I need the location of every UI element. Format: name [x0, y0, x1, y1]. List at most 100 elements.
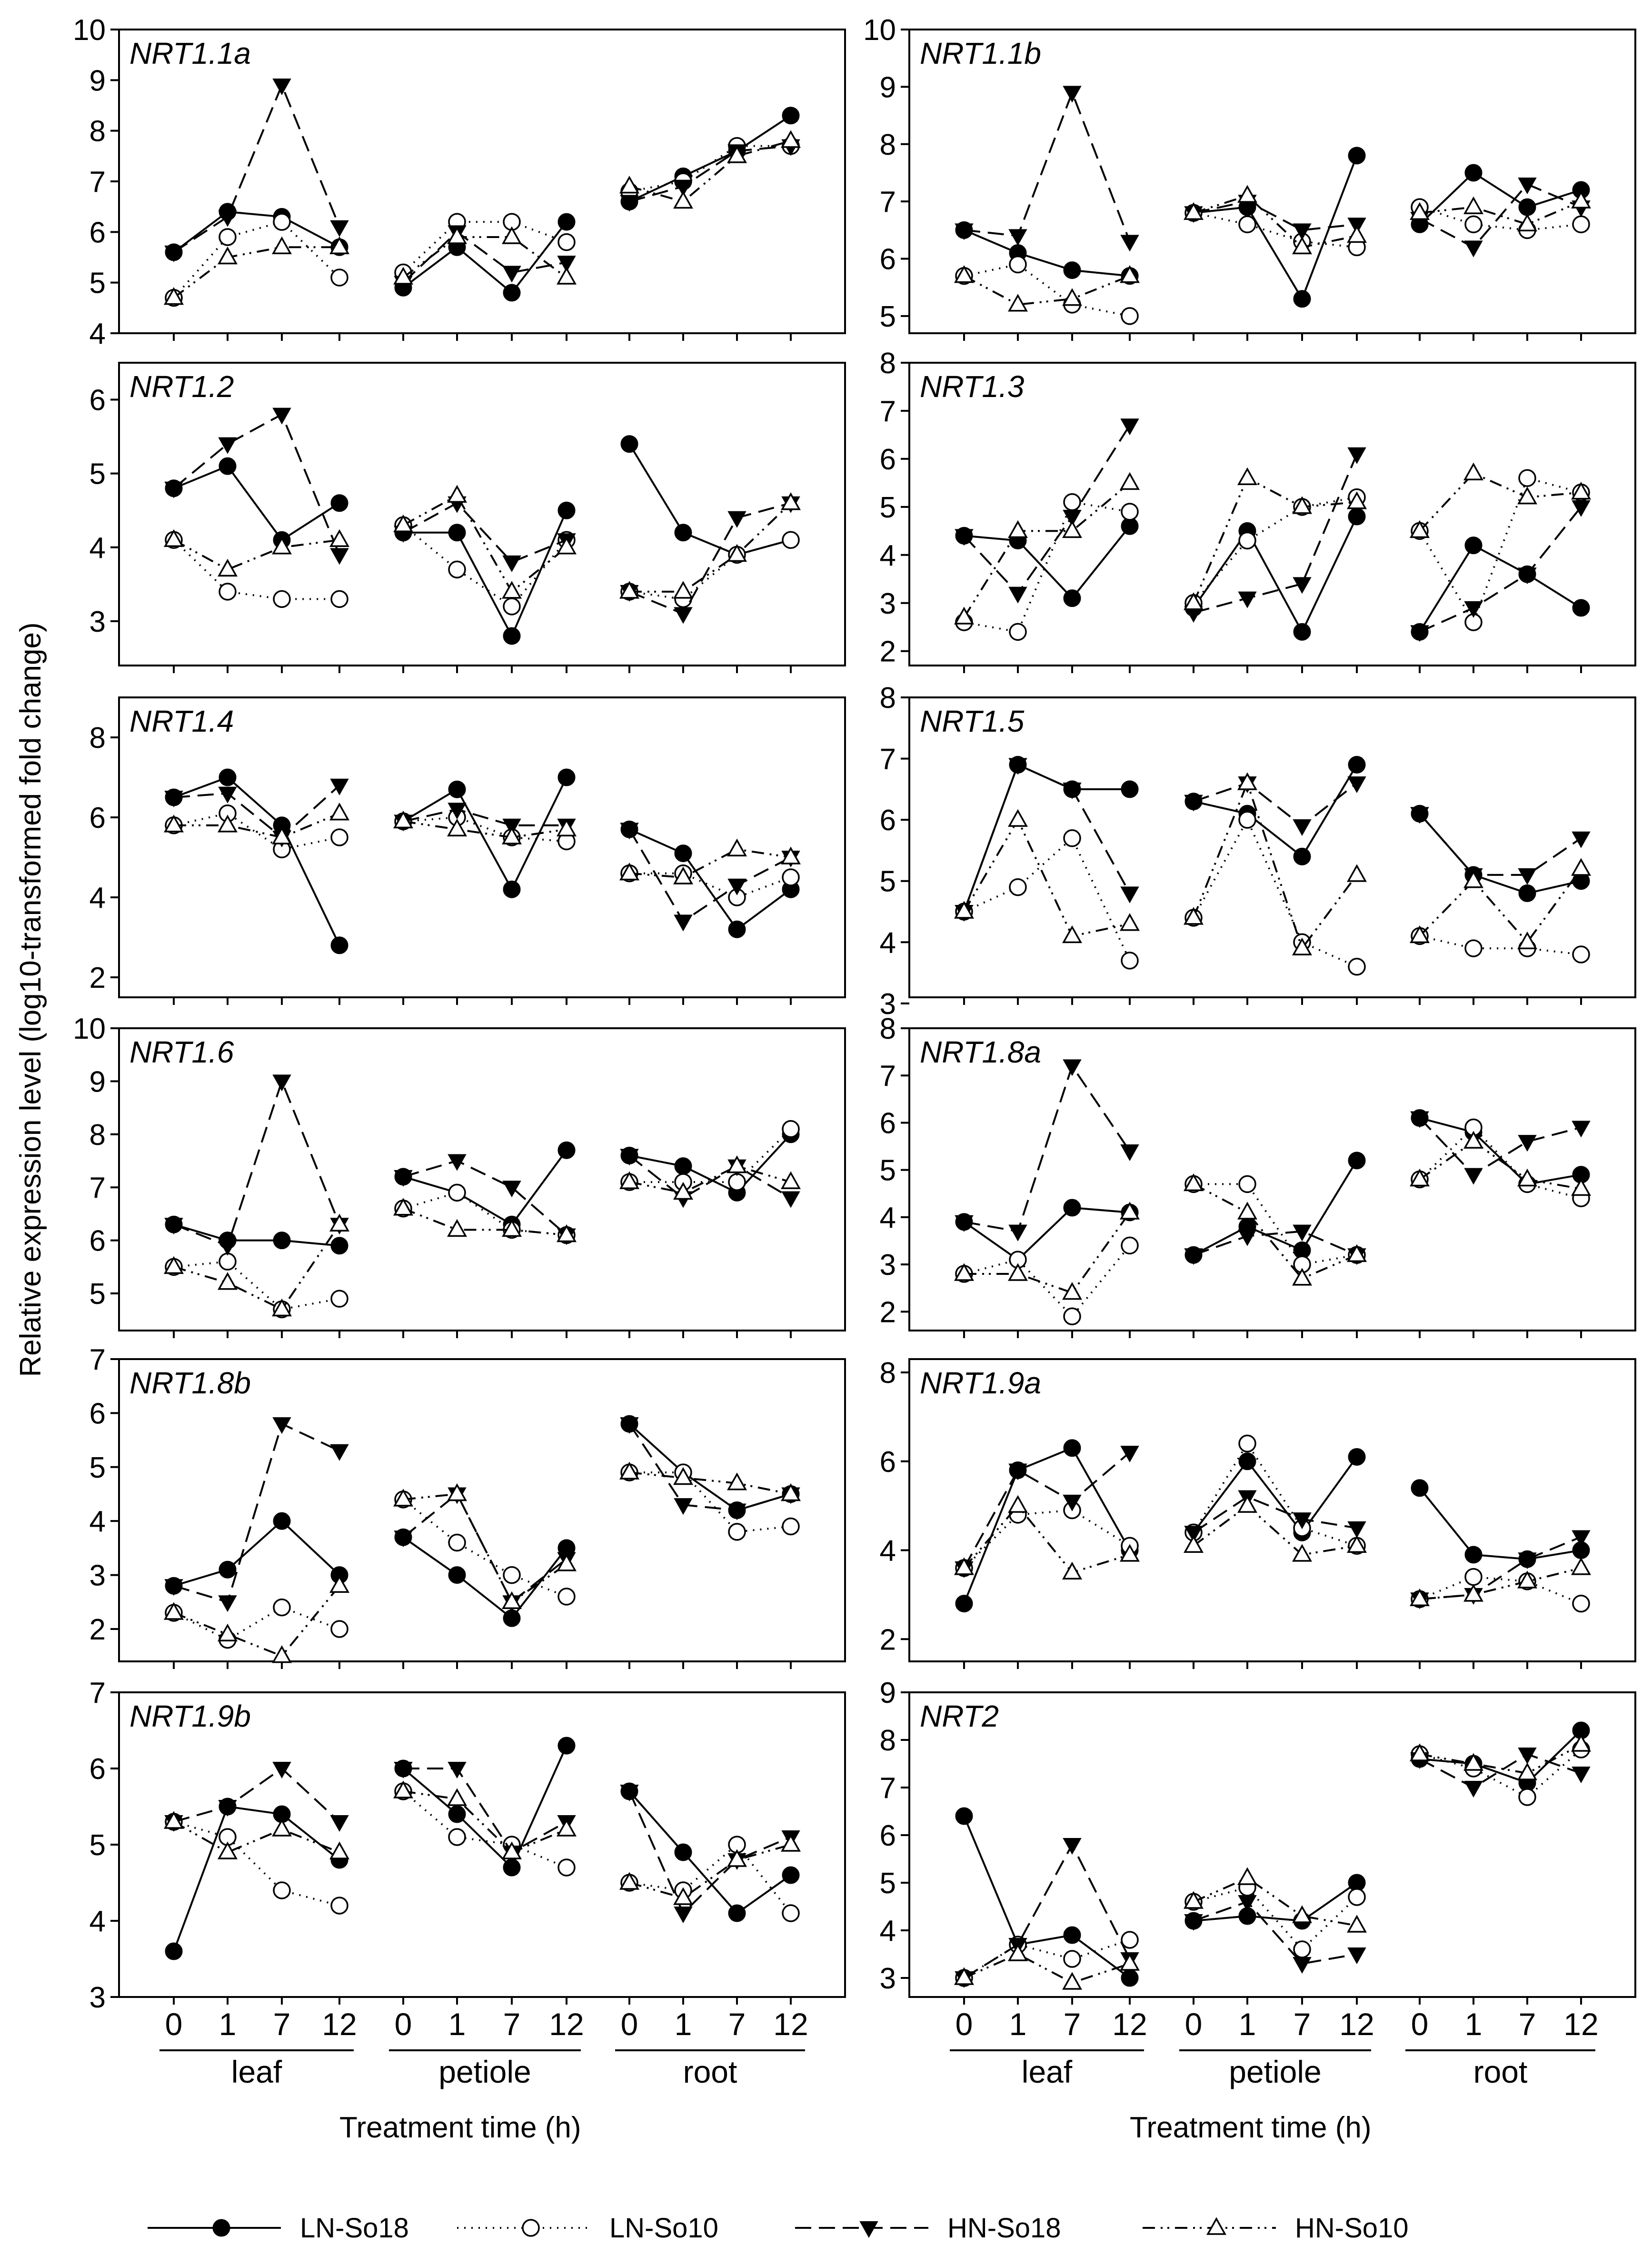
- data-point: [1063, 493, 1081, 511]
- series-line: [1193, 1160, 1358, 1256]
- y-tick-label: 5: [90, 1451, 106, 1484]
- series-line: [173, 413, 340, 556]
- panel-grid: 4 5 6 7 8 9 10 NRT1.1a 5 6 7 8 9 10 NRT1.1b 3 4 5 6 NRT1.2 2…: [73, 14, 1636, 2014]
- data-point: [330, 1815, 349, 1832]
- data-point: [557, 536, 577, 555]
- data-point: [1348, 957, 1366, 976]
- series-line: [402, 524, 567, 608]
- series-hn-so10: [164, 130, 801, 305]
- data-point: [330, 1290, 348, 1308]
- data-point: [1062, 288, 1082, 306]
- panel-nrt1-6: 5 6 7 8 9 10 NRT1.6: [73, 1013, 846, 1338]
- data-point: [1237, 772, 1257, 790]
- data-point: [394, 1530, 413, 1548]
- gene-title: NRT1.4: [129, 704, 234, 738]
- data-point: [219, 228, 237, 246]
- data-point: [330, 590, 348, 608]
- series-line: [1419, 1753, 1582, 1789]
- legend-entry-ln-so10: LN-So10: [457, 2213, 718, 2244]
- data-point: [1518, 1552, 1537, 1570]
- y-tick-label: 3: [880, 587, 896, 620]
- y-tick-label: 5: [880, 1867, 896, 1900]
- data-point: [503, 627, 521, 645]
- series-line: [173, 1821, 340, 1854]
- data-point: [1184, 202, 1204, 220]
- data-point: [619, 176, 639, 194]
- series-hn-so10: [954, 1131, 1591, 1300]
- series-hn-so10: [954, 1734, 1591, 1990]
- data-point: [502, 1181, 521, 1198]
- x-tick-label: 1: [1465, 2007, 1483, 2042]
- x-tick-label: 12: [1563, 2007, 1598, 2042]
- series-line: [173, 1223, 340, 1247]
- data-point: [1184, 1914, 1203, 1931]
- data-point: [1410, 925, 1430, 944]
- y-tick-label: 8: [880, 682, 896, 715]
- data-point: [448, 1805, 466, 1823]
- data-point: [674, 607, 693, 624]
- series-line: [1419, 200, 1582, 226]
- data-point: [1184, 1535, 1204, 1553]
- y-tick-label: 5: [880, 1154, 896, 1187]
- series-line: [403, 1768, 567, 1854]
- y-tick-label: 5: [90, 1829, 106, 1862]
- series-line: [1419, 813, 1582, 876]
- data-point: [502, 1591, 522, 1609]
- series-ln-so18: [165, 1737, 800, 1960]
- data-point: [330, 548, 349, 565]
- data-point: [1120, 418, 1139, 436]
- y-tick-label: 8: [880, 347, 896, 380]
- series-line: [628, 1791, 791, 1915]
- tissue-label-petiole: petiole: [1229, 2054, 1322, 2089]
- data-point: [781, 1171, 801, 1189]
- legend-label: HN-So10: [1295, 2213, 1409, 2244]
- y-tick-label: 8: [880, 1357, 896, 1390]
- data-point: [1572, 831, 1591, 848]
- data-point: [1572, 500, 1591, 517]
- data-point: [1184, 1891, 1204, 1909]
- y-tick-label: 3: [880, 988, 896, 1021]
- data-point: [1238, 1895, 1257, 1912]
- series-line: [1193, 1230, 1357, 1256]
- data-point: [1518, 178, 1537, 195]
- series-line: [628, 1790, 792, 1915]
- data-point: [447, 1219, 467, 1237]
- data-point: [557, 233, 576, 251]
- x-tick-label: 0: [1185, 2007, 1203, 2042]
- data-point: [1464, 164, 1483, 182]
- data-point: [1063, 589, 1081, 607]
- x-tick-label: 1: [219, 2007, 237, 2042]
- data-point: [393, 1489, 413, 1507]
- data-point: [164, 1602, 184, 1620]
- data-point: [447, 1788, 467, 1806]
- data-point: [1347, 864, 1367, 882]
- data-point: [1464, 939, 1483, 957]
- panel-nrt1-8a: 2 3 4 5 6 7 8 NRT1.8a: [880, 1013, 1636, 1338]
- data-point: [1410, 807, 1429, 824]
- series-line: [963, 425, 1131, 595]
- data-point: [219, 768, 237, 786]
- series-hn-so18: [955, 418, 1591, 642]
- data-point: [1184, 592, 1204, 610]
- data-point: [782, 868, 800, 886]
- data-point: [1184, 1526, 1203, 1543]
- y-tick-label: 8: [880, 1013, 896, 1045]
- series-line: [1419, 544, 1582, 633]
- data-point: [781, 846, 801, 864]
- data-point: [1008, 1224, 1027, 1242]
- data-point: [164, 481, 183, 498]
- data-point: [164, 1579, 183, 1596]
- data-point: [447, 1483, 467, 1501]
- panel-nrt1-1a: 4 5 6 7 8 9 10 NRT1.1a: [73, 14, 846, 350]
- y-tick-label: 6: [880, 1107, 896, 1140]
- gene-title: NRT1.9b: [129, 1699, 251, 1733]
- x-tick-label: 7: [1294, 2007, 1311, 2042]
- data-point: [1347, 225, 1367, 243]
- data-point: [330, 1444, 349, 1461]
- panel-frame: [118, 1027, 846, 1331]
- data-point: [1063, 1059, 1082, 1076]
- y-tick-label: 6: [90, 216, 106, 249]
- data-point: [218, 786, 237, 804]
- data-point: [329, 529, 349, 547]
- data-point: [273, 590, 291, 608]
